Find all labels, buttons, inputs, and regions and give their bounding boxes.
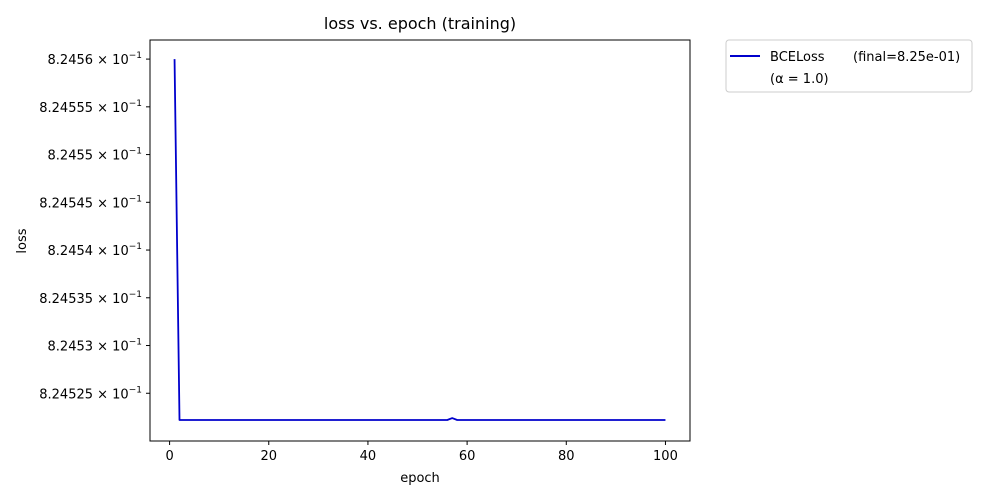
y-tick-label: 8.24535 × 10−1 (39, 290, 142, 307)
x-tick-label: 100 (653, 449, 678, 464)
plot-area (149, 39, 691, 442)
x-axis-label: epoch (400, 471, 440, 486)
legend-series-name: BCELoss (770, 50, 825, 65)
y-tick-label: 8.2455 × 10−1 (48, 147, 142, 164)
y-axis-label: loss (15, 228, 30, 253)
x-tick-label: 0 (165, 449, 173, 464)
legend-series-final: (final=8.25e-01) (853, 50, 960, 65)
series-layer (173, 59, 666, 421)
legend-series-alpha: (α = 1.0) (770, 72, 829, 87)
x-tick-label: 20 (260, 449, 277, 464)
legend-box (725, 39, 973, 93)
x-axis-ticks: 0 20 40 60 80 100 (165, 441, 678, 464)
y-axis-ticks: 8.2456 × 10−1 8.24555 × 10−1 8.2455 × 10−1… (39, 51, 150, 402)
legend: BCELoss (final=8.25e-01) (α = 1.0) (725, 39, 973, 93)
y-tick-label: 8.24555 × 10−1 (39, 99, 142, 116)
x-tick-label: 80 (558, 449, 575, 464)
x-tick-label: 60 (459, 449, 476, 464)
y-tick-label: 8.24545 × 10−1 (39, 194, 142, 211)
x-tick-label: 40 (360, 449, 377, 464)
y-tick-label: 8.2454 × 10−1 (48, 242, 142, 259)
y-tick-label: 8.24525 × 10−1 (39, 385, 142, 402)
y-tick-label: 8.2453 × 10−1 (48, 338, 142, 355)
series-line-bceloss (173, 59, 666, 421)
y-tick-label: 8.2456 × 10−1 (48, 51, 142, 68)
chart-title: loss vs. epoch (training) (324, 14, 516, 33)
